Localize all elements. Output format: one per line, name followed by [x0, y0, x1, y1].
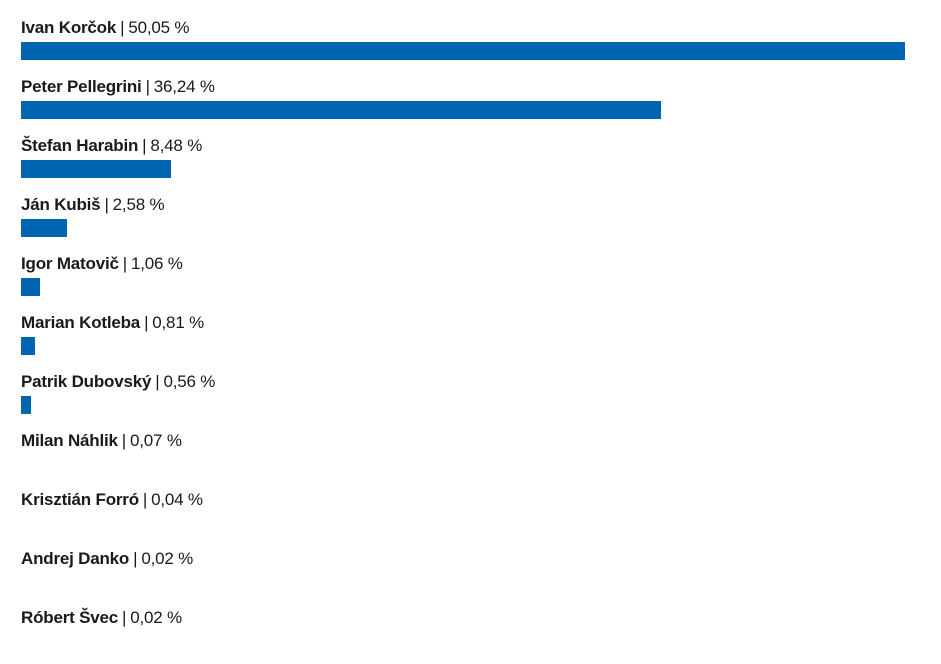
bar — [21, 42, 905, 60]
separator: | — [144, 313, 149, 332]
candidate-name: Marian Kotleba — [21, 313, 141, 332]
chart-row: Peter Pellegrini | 36,24 % — [21, 74, 921, 133]
data-label: 0,56 % — [163, 372, 216, 391]
chart-row: Andrej Danko | 0,02 % — [21, 546, 921, 605]
candidate-name: Ján Kubiš — [21, 195, 101, 214]
data-label: 0,02 % — [130, 608, 182, 627]
separator: | — [104, 195, 109, 214]
separator: | — [121, 431, 127, 450]
bar — [21, 160, 171, 178]
chart-row: Patrik Dubovský | 0,56 % — [21, 369, 921, 428]
data-label: 0,07 % — [130, 431, 182, 450]
bar-label: Marian Kotleba | 0,81 % — [21, 312, 204, 334]
separator: | — [122, 254, 127, 273]
candidate-name: Krisztián Forró — [21, 490, 139, 509]
bar — [21, 101, 662, 119]
separator: | — [155, 372, 160, 391]
bar-label: Ivan Korčok | 50,05 % — [21, 17, 190, 39]
bar — [21, 337, 36, 355]
data-label: 0,02 % — [141, 549, 194, 568]
separator: | — [133, 549, 138, 568]
candidate-name: Ivan Korčok — [21, 18, 117, 37]
candidate-name: Peter Pellegrini — [21, 77, 142, 96]
separator: | — [145, 77, 150, 96]
data-label: 8,48 % — [150, 136, 203, 155]
bar-chart: Ivan Korčok | 50,05 % Peter Pellegrini | 36,2… — [21, 15, 921, 664]
separator: | — [142, 490, 148, 509]
bar-label: Milan Náhlik | 0,07 % — [21, 430, 182, 452]
bar — [21, 219, 67, 237]
candidate-name: Patrik Dubovský — [21, 372, 152, 391]
separator: | — [120, 18, 125, 37]
data-label: 1,06 % — [130, 254, 183, 273]
candidate-name: Milan Náhlik — [21, 431, 118, 450]
chart-row: Ivan Korčok | 50,05 % — [21, 15, 921, 74]
data-label: 2,58 % — [112, 195, 165, 214]
candidate-name: Andrej Danko — [21, 549, 130, 568]
bar — [21, 278, 40, 296]
chart-row: Krisztián Forró | 0,04 % — [21, 487, 921, 546]
chart-row: Ján Kubiš | 2,58 % — [21, 192, 921, 251]
chart-row: Štefan Harabin | 8,48 % — [21, 133, 921, 192]
data-label: 36,24 % — [153, 77, 215, 96]
data-label: 0,04 % — [151, 490, 203, 509]
candidate-name: Igor Matovič — [21, 254, 119, 273]
candidate-name: Róbert Švec — [21, 608, 119, 627]
bar-label: Krisztián Forró | 0,04 % — [21, 489, 203, 511]
bar-label: Andrej Danko | 0,02 % — [21, 548, 193, 570]
chart-row: Róbert Švec | 0,02 % — [21, 605, 921, 664]
bar-label: Štefan Harabin | 8,48 % — [21, 135, 202, 157]
candidate-name: Štefan Harabin — [21, 136, 139, 155]
bar — [21, 396, 31, 414]
separator: | — [142, 136, 147, 155]
bar-label: Patrik Dubovský | 0,56 % — [21, 371, 215, 393]
bar-label: Ján Kubiš | 2,58 % — [21, 194, 165, 216]
chart-row: Igor Matovič | 1,06 % — [21, 251, 921, 310]
separator: | — [122, 608, 127, 627]
chart-row: Marian Kotleba | 0,81 % — [21, 310, 921, 369]
chart-row: Milan Náhlik | 0,07 % — [21, 428, 921, 487]
bar-label: Róbert Švec | 0,02 % — [21, 607, 182, 629]
data-label: 50,05 % — [128, 18, 190, 37]
bar-label: Igor Matovič | 1,06 % — [21, 253, 183, 275]
bar-label: Peter Pellegrini | 36,24 % — [21, 76, 215, 98]
data-label: 0,81 % — [152, 313, 205, 332]
